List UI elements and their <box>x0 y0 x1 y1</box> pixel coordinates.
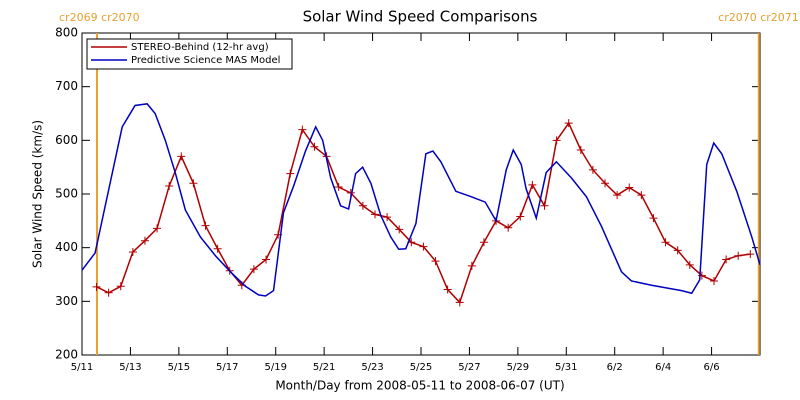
point-marker <box>116 282 125 291</box>
point-marker <box>104 288 113 297</box>
point-marker <box>588 165 597 174</box>
x-tick-label: 5/13 <box>119 362 141 373</box>
point-marker <box>564 119 573 128</box>
point-marker <box>431 257 440 266</box>
x-tick-label: 5/15 <box>168 362 190 373</box>
point-marker <box>249 265 258 274</box>
point-marker <box>298 125 307 134</box>
x-tick-label: 6/6 <box>704 362 720 373</box>
point-marker <box>673 246 682 255</box>
x-tick-label: 5/11 <box>71 362 93 373</box>
point-marker <box>334 183 343 192</box>
point-marker <box>613 191 622 200</box>
point-marker <box>153 224 162 233</box>
point-marker <box>286 169 295 178</box>
chart-title: Solar Wind Speed Comparisons <box>303 8 538 26</box>
x-tick-label: 6/4 <box>655 362 671 373</box>
x-tick-label: 5/21 <box>313 362 335 373</box>
y-tick-label: 800 <box>55 26 78 40</box>
legend-label: Predictive Science MAS Model <box>131 55 280 66</box>
x-tick-label: 5/31 <box>555 362 577 373</box>
y-tick-label: 200 <box>55 348 78 362</box>
point-marker <box>528 180 537 189</box>
point-marker <box>128 247 137 256</box>
point-marker <box>467 261 476 270</box>
point-marker <box>661 238 670 247</box>
x-tick-label: 5/25 <box>410 362 432 373</box>
point-marker <box>310 142 319 151</box>
point-marker <box>576 145 585 154</box>
point-marker <box>358 201 367 210</box>
point-marker <box>189 179 198 188</box>
legend-label: STEREO-Behind (12-hr avg) <box>131 42 269 53</box>
point-marker <box>177 152 186 161</box>
boundary-label: cr2069 cr2070 <box>59 11 140 24</box>
point-marker <box>140 236 149 245</box>
point-marker <box>92 282 101 291</box>
point-marker <box>455 298 464 307</box>
point-marker <box>722 255 731 264</box>
point-marker <box>625 183 634 192</box>
point-marker <box>516 212 525 221</box>
point-marker <box>213 244 222 253</box>
point-marker <box>443 285 452 294</box>
y-axis-label: Solar Wind Speed (km/s) <box>31 120 45 268</box>
point-marker <box>479 238 488 247</box>
y-tick-label: 300 <box>55 294 78 308</box>
y-tick-label: 600 <box>55 133 78 147</box>
point-marker <box>165 181 174 190</box>
x-tick-label: 5/19 <box>264 362 286 373</box>
x-axis-label: Month/Day from 2008-05-11 to 2008-06-07 … <box>275 379 564 393</box>
point-marker <box>383 213 392 222</box>
point-marker <box>395 225 404 234</box>
point-marker <box>746 250 755 259</box>
point-marker <box>201 221 210 230</box>
x-tick-label: 6/2 <box>607 362 623 373</box>
point-marker <box>734 251 743 260</box>
point-marker <box>540 201 549 210</box>
point-marker <box>504 223 513 232</box>
y-tick-label: 700 <box>55 79 78 93</box>
point-marker <box>601 179 610 188</box>
y-tick-label: 500 <box>55 187 78 201</box>
point-marker <box>370 210 379 219</box>
point-marker <box>419 242 428 251</box>
x-tick-label: 5/17 <box>216 362 238 373</box>
x-tick-label: 5/29 <box>507 362 529 373</box>
point-marker <box>685 260 694 269</box>
boundary-label: cr2070 cr2071 <box>718 11 799 24</box>
point-marker <box>649 214 658 223</box>
point-marker <box>262 255 271 264</box>
series-line <box>81 103 761 297</box>
point-marker <box>709 276 718 285</box>
point-marker <box>552 136 561 145</box>
legend-box <box>86 38 293 70</box>
x-tick-label: 5/27 <box>458 362 480 373</box>
x-tick-label: 5/23 <box>361 362 383 373</box>
point-marker <box>637 191 646 200</box>
y-tick-label: 400 <box>55 240 78 254</box>
